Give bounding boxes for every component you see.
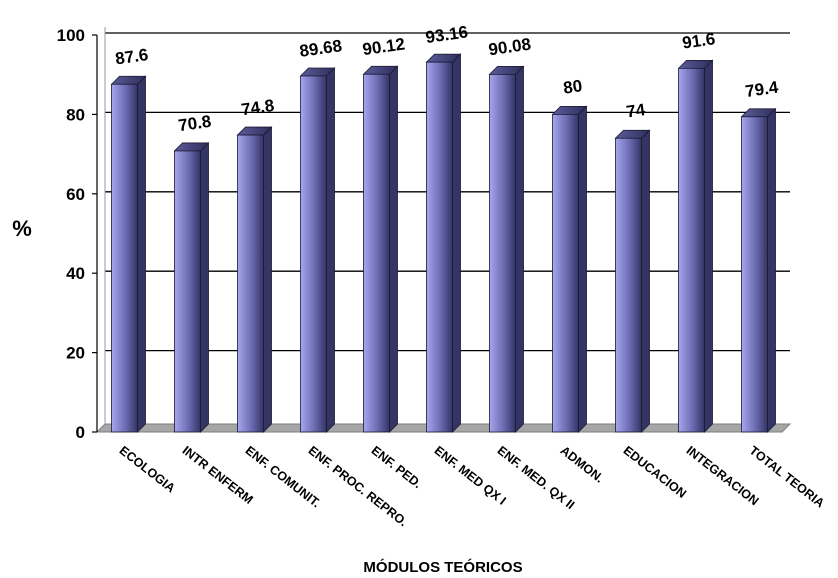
- bar-side: [326, 67, 335, 433]
- bar: [110, 75, 147, 433]
- bar: [362, 65, 399, 433]
- bar: [551, 105, 588, 433]
- bar: [299, 67, 336, 433]
- bar-front: [678, 67, 705, 433]
- bar: [740, 107, 777, 433]
- data-label: 74.8: [240, 96, 275, 119]
- y-tick-label: 0: [76, 423, 85, 442]
- data-label: 80: [562, 76, 583, 97]
- bar-front: [174, 150, 201, 433]
- axes: [92, 27, 106, 433]
- data-label: 89.68: [298, 36, 343, 61]
- data-label: 70.8: [177, 112, 212, 135]
- bar-side: [389, 65, 398, 433]
- y-tick-label: 40: [66, 264, 85, 283]
- bar-side: [137, 75, 146, 433]
- bar-side: [452, 53, 461, 433]
- data-label: 90.12: [361, 34, 406, 59]
- data-label: 93.16: [424, 22, 469, 47]
- bar-side: [200, 141, 209, 433]
- bar-front: [300, 75, 327, 433]
- bar: [173, 141, 210, 433]
- bar-front: [426, 61, 453, 433]
- bar-front: [489, 73, 516, 433]
- bar-front: [741, 116, 768, 433]
- bar-side: [767, 107, 776, 433]
- bar-front: [615, 137, 642, 433]
- bars: [110, 53, 777, 433]
- bar: [488, 65, 525, 433]
- data-label: 74: [625, 100, 647, 122]
- bar-side: [704, 59, 713, 433]
- category-label: ENF. PED.: [369, 443, 425, 491]
- category-label: EDUCACION: [621, 443, 689, 501]
- y-tick-label: 20: [66, 344, 85, 363]
- bar: [236, 126, 273, 433]
- y-tick-label: 60: [66, 185, 85, 204]
- bar-front: [363, 73, 390, 433]
- y-tick-label: 100: [57, 26, 85, 45]
- y-tick-label: 80: [66, 105, 85, 124]
- data-label: 90.08: [487, 35, 532, 60]
- bar: [614, 129, 651, 433]
- bar-side: [263, 126, 272, 433]
- bar-side: [578, 105, 587, 433]
- bar: [677, 59, 714, 433]
- data-label: 79.4: [744, 78, 780, 101]
- data-label: 87.6: [114, 45, 149, 68]
- bar-side: [641, 129, 650, 433]
- x-axis-label: MÓDULOS TEÓRICOS: [363, 558, 522, 576]
- category-label: ECOLOGIA: [117, 443, 178, 495]
- bar-front: [111, 83, 138, 433]
- bar-side: [515, 65, 524, 433]
- bar-front: [237, 134, 264, 433]
- data-label: 91.6: [681, 29, 716, 52]
- bar: [425, 53, 462, 433]
- category-label: ADMON.: [558, 443, 607, 485]
- y-axis-label: %: [12, 216, 32, 241]
- bar-front: [552, 114, 579, 433]
